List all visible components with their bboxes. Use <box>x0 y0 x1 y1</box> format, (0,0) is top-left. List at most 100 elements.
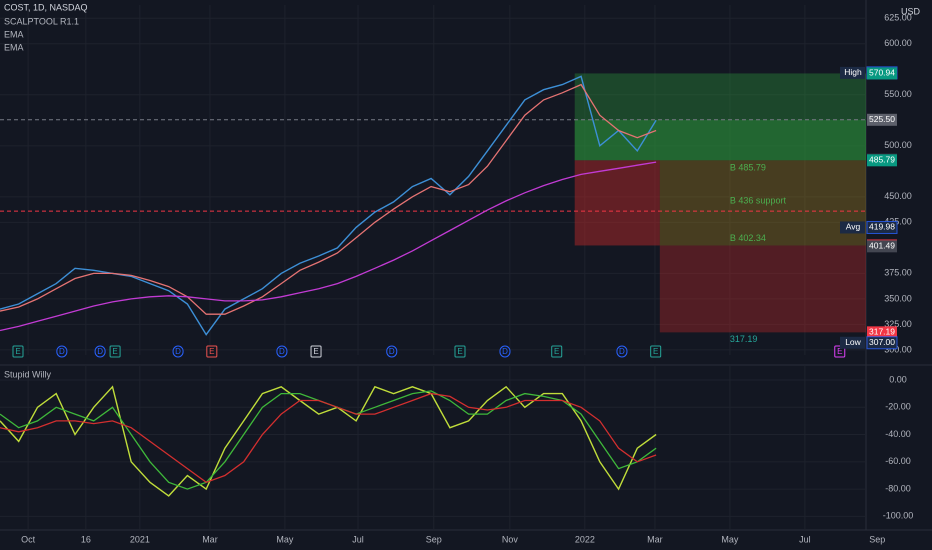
event-box <box>499 345 511 358</box>
y-tick-label: 375.00 <box>884 268 912 278</box>
x-tick-label: May <box>721 534 739 544</box>
y-tick-label: -80.00 <box>885 483 911 493</box>
currency[interactable]: USD <box>901 6 921 16</box>
event-box <box>551 345 563 358</box>
x-tick-label: Sep <box>869 534 885 544</box>
series-line <box>0 161 657 332</box>
x-tick-label: Mar <box>647 534 663 544</box>
annotation: 317.19 <box>730 334 758 344</box>
price-label: 307.00 <box>869 337 895 347</box>
x-tick-label: 2022 <box>575 534 595 544</box>
x-tick-label: May <box>276 534 294 544</box>
x-tick-label: Sep <box>426 534 442 544</box>
event-badge: E <box>206 345 218 358</box>
x-tick-label: Nov <box>502 534 519 544</box>
zone <box>659 160 866 246</box>
event-badge: D <box>94 345 106 358</box>
event-label: D <box>279 347 285 356</box>
annotation: B 436 support <box>730 195 787 205</box>
event-box <box>109 345 121 358</box>
x-tick-label: Mar <box>202 534 218 544</box>
event-label: D <box>389 347 395 356</box>
price-box <box>867 154 897 167</box>
series-line <box>0 83 657 315</box>
x-tick-label: 2021 <box>130 534 150 544</box>
event-label: E <box>457 347 462 356</box>
price-tag: Avg <box>846 222 861 232</box>
x-tick-label: Jul <box>352 534 364 544</box>
y-tick-label: 350.00 <box>884 293 912 303</box>
event-badge: E <box>310 345 322 358</box>
indicator: SCALPTOOL R1.1 <box>4 16 79 26</box>
y-tick-label: -20.00 <box>885 402 911 412</box>
event-badge: D <box>172 345 184 358</box>
series-line <box>0 385 657 497</box>
event-box <box>172 345 184 358</box>
zone <box>574 119 866 161</box>
price-tag-box <box>840 66 865 79</box>
y-tick-label: 600.00 <box>884 38 912 48</box>
price-label: 485.79 <box>869 155 895 165</box>
event-badge: E <box>454 345 466 358</box>
price-tag-box <box>840 336 865 349</box>
event-box <box>12 345 24 358</box>
event-box <box>386 345 398 358</box>
event-box <box>454 345 466 358</box>
y-tick-label: 300.00 <box>884 344 912 354</box>
y-tick-label: 425.00 <box>884 217 912 227</box>
event-label: D <box>59 347 65 356</box>
price-label: 525.50 <box>869 114 895 124</box>
event-box <box>94 345 106 358</box>
event-badge: D <box>56 345 68 358</box>
event-badge: E <box>12 345 24 358</box>
event-box <box>616 345 628 358</box>
event-badge: D <box>499 345 511 358</box>
indicator: EMA <box>4 42 24 52</box>
price-label: 317.19 <box>869 327 895 337</box>
symbol: COST, 1D, NASDAQ <box>4 2 88 12</box>
event-badge: E <box>650 345 662 358</box>
event-label: E <box>313 347 318 356</box>
event-badge: E <box>551 345 563 358</box>
event-label: D <box>97 347 103 356</box>
event-box <box>56 345 68 358</box>
event-box <box>276 345 288 358</box>
event-box <box>310 345 322 358</box>
plot: 625.00 600.00 550.00 500.00 450.00 425.00 375.… <box>0 5 913 544</box>
event-label: E <box>554 347 559 356</box>
event-badge: D <box>386 345 398 358</box>
x-tick-label: 16 <box>81 534 91 544</box>
y-tick-label: 625.00 <box>884 13 912 23</box>
y-tick-label: 450.00 <box>884 191 912 201</box>
price-tag: Low <box>845 337 861 347</box>
event-badge: D <box>276 345 288 358</box>
event-label: D <box>619 347 625 356</box>
x-tick-label: Oct <box>21 534 36 544</box>
event-box <box>206 345 218 358</box>
annotation: B 485.79 <box>730 163 766 173</box>
event-label: E <box>209 347 214 356</box>
y-tick-label: 0.00 <box>889 374 907 384</box>
event-badge: D <box>616 345 628 358</box>
price-tag: High <box>844 67 862 77</box>
pane-title: Stupid Willy <box>4 369 52 379</box>
x-tick-label: Jul <box>799 534 811 544</box>
event-badge: E <box>109 345 121 358</box>
y-tick-label: 325.00 <box>884 319 912 329</box>
event-box <box>650 345 662 358</box>
price-box <box>866 336 898 350</box>
price-box <box>866 220 898 234</box>
zone <box>574 73 866 161</box>
event-label: E <box>837 347 842 356</box>
indicator: EMA <box>4 29 24 39</box>
series-line <box>0 392 657 484</box>
y-tick-label: -100.00 <box>883 511 914 521</box>
y-tick-label: 550.00 <box>884 89 912 99</box>
price-box <box>867 326 897 339</box>
event-label: E <box>112 347 117 356</box>
price-box <box>867 67 897 80</box>
price-label: 401.49 <box>869 241 895 251</box>
